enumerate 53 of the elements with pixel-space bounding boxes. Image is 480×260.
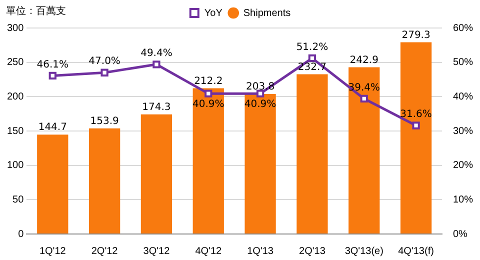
y2-tick-label: 10% [452, 194, 474, 206]
data-label: 51.2% [296, 42, 328, 53]
bar [140, 114, 172, 234]
bar [192, 88, 224, 234]
data-label: 153.9 [90, 116, 119, 127]
legend-label: YoY [204, 8, 223, 19]
bar [88, 128, 120, 234]
text: 單位：百萬支 [6, 4, 66, 18]
data-label: 40.9% [244, 99, 276, 110]
data-label: 49.4% [140, 48, 172, 59]
x-tick-label: 4Q'13(f) [398, 246, 434, 257]
y2-tick-label: 40% [452, 91, 474, 102]
bar [348, 67, 380, 234]
x-tick-label: 3Q'12 [143, 246, 170, 257]
x-tick-label: 4Q'12 [195, 246, 222, 257]
y2-tick-label: 60% [452, 22, 474, 34]
point [152, 60, 160, 68]
x-tick-label: 3Q'13(e) [344, 246, 384, 257]
point [100, 68, 108, 76]
y2-tick-label: 50% [452, 57, 474, 68]
point [48, 72, 56, 80]
data-label: 174.3 [142, 102, 171, 113]
x-tick-label: 1Q'13 [247, 246, 274, 257]
x-tick-label: 1Q'12 [39, 246, 66, 257]
data-label: 242.9 [350, 54, 378, 66]
data-label: 31.6% [400, 109, 432, 120]
data-label: 212.2 [194, 76, 223, 87]
point [360, 94, 368, 103]
y-tick-label: 150 [6, 126, 24, 137]
y-tick-label: 0 [18, 228, 24, 240]
y-tick-label: 300 [6, 22, 24, 34]
data-label: 144.7 [38, 122, 67, 134]
point [308, 54, 316, 62]
data-label: 279.3 [402, 30, 430, 41]
y2-tick-label: 20% [452, 160, 474, 172]
bar [400, 42, 432, 234]
data-label: 40.9% [192, 99, 224, 110]
y-tick-label: 200 [6, 91, 24, 102]
y2-tick-label: 0% [452, 228, 468, 240]
y2-tick-label: 30% [452, 126, 474, 137]
point [204, 90, 212, 98]
bar [244, 94, 276, 234]
x-tick-label: 2Q'12 [91, 246, 118, 257]
data-label: 46.1% [36, 59, 69, 70]
legend-label: Shipments [243, 8, 291, 19]
point [412, 122, 420, 130]
data-label: 47.0% [88, 56, 120, 68]
y-tick-label: 100 [6, 160, 24, 172]
x-tick-label: 2Q'13 [299, 246, 326, 257]
y-tick-label: 250 [6, 57, 24, 68]
bar [296, 74, 328, 234]
bar [37, 134, 68, 234]
y-tick-label: 50 [12, 194, 24, 206]
